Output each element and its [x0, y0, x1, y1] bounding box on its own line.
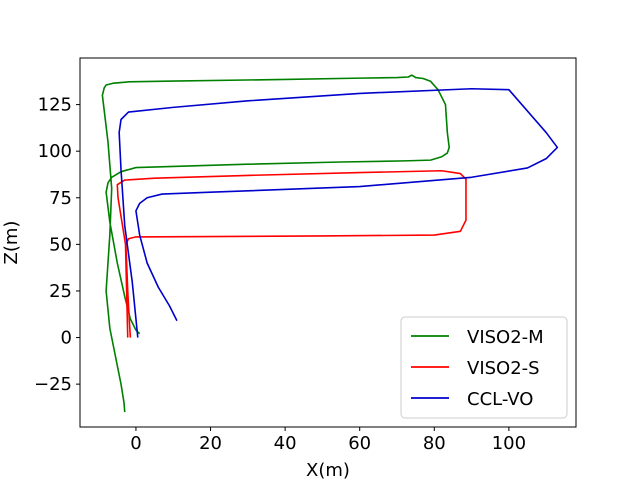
y-axis-ticks: −25 0 25 50 75 100 125 [34, 95, 80, 395]
x-axis-ticks: 0 20 40 60 80 100 [130, 427, 526, 454]
x-axis-label: X(m) [306, 460, 350, 480]
legend: VISO2-M VISO2-S CCL-VO [400, 316, 568, 419]
x-tick-label: 80 [423, 433, 446, 454]
x-tick-label: 100 [492, 433, 526, 454]
y-tick-label: 0 [61, 328, 72, 349]
x-tick-label: 40 [274, 433, 297, 454]
series-line-0 [101, 74, 451, 413]
series-layer [101, 74, 559, 413]
y-tick-label: −25 [34, 374, 72, 395]
y-tick-label: 125 [38, 95, 72, 116]
legend-box [400, 316, 568, 419]
y-tick-label: 50 [49, 234, 72, 255]
legend-label-2: CCL-VO [467, 389, 533, 410]
series-line-2 [118, 87, 559, 338]
series-line-1 [116, 169, 467, 338]
y-tick-label: 75 [49, 188, 72, 209]
legend-label-1: VISO2-S [467, 358, 540, 379]
y-tick-label: 25 [49, 281, 72, 302]
x-tick-label: 20 [199, 433, 222, 454]
legend-label-0: VISO2-M [467, 327, 544, 348]
x-tick-label: 0 [130, 433, 141, 454]
y-tick-label: 100 [38, 141, 72, 162]
plot-frame [79, 57, 577, 428]
x-tick-label: 60 [348, 433, 371, 454]
y-axis-label: Z(m) [1, 221, 22, 265]
